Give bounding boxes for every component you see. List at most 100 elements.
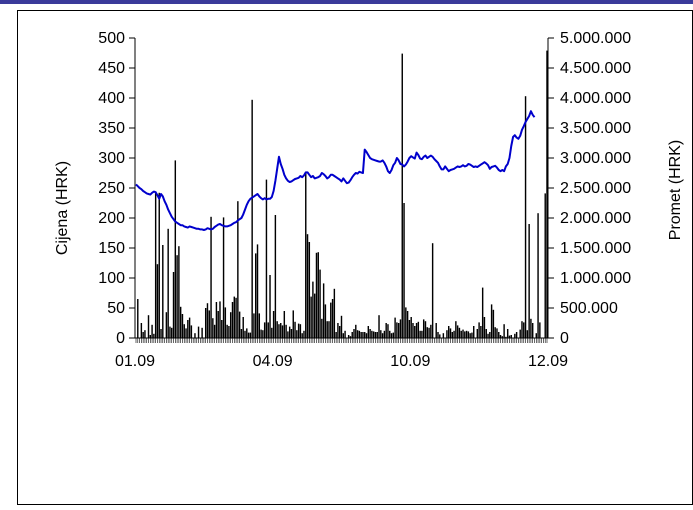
volume-bar [365,333,368,338]
volume-bar [415,323,418,338]
price-line-layer [135,110,536,231]
volume-bar [469,333,471,338]
y-axis-right-tick-label: 2.500.000 [560,180,631,197]
y-axis-left-tick-label: 350 [98,120,125,137]
volume-bar [326,321,328,338]
volume-bar [290,329,293,338]
volume-bar [531,323,534,338]
volume-bar [471,332,473,338]
volume-bar [519,329,521,338]
volume-bar [296,330,298,338]
volume-bar [151,324,153,338]
volume-bar [503,324,505,338]
volume-bar [235,297,237,338]
volume-bar [280,323,282,338]
volume-bar [362,332,364,338]
volume-bar [260,329,262,338]
volume-bar [172,272,175,338]
volume-bar [167,228,169,338]
volume-bar [510,335,512,338]
volume-bar [385,323,387,338]
volume-bar [319,269,321,338]
volume-bar [160,329,162,338]
volume-bar [480,326,482,338]
volume-bar [421,330,423,338]
volume-bar [240,329,243,338]
volume-bar [344,330,346,338]
volume-bar [397,323,400,338]
volume-bar [508,335,511,338]
volume-bar [417,321,420,338]
y-axis-right-tick-label: 500.000 [560,300,618,317]
y-axis-right-tick-label: 4.500.000 [560,60,631,77]
volume-bar [481,287,484,338]
volume-bar [165,312,168,338]
volume-bar [330,302,332,338]
volume-bar [217,311,219,338]
volume-bar [489,332,491,338]
volume-bar [204,308,207,338]
volume-bar [539,322,541,338]
volume-bar [174,160,177,338]
volume-bar [212,318,214,338]
axes: 0 50 100 150 200 250 300 350 400 450 500 0 500.000 1.… [98,30,631,370]
volume-bar [430,324,432,338]
price-line [135,110,536,231]
volume-bar [464,331,466,338]
volume-bar [383,330,386,338]
volume-bar [313,293,316,338]
volume-bar [390,333,393,338]
volume-bar [140,323,143,338]
volume-bar [333,288,336,338]
y-axis-left-tick-label: 250 [98,180,125,197]
volume-bar [294,321,296,338]
volume-bar [265,179,268,338]
volume-bar [237,201,239,338]
volume-bar [322,283,325,338]
volume-bar [381,333,384,338]
volume-bar [499,335,502,338]
volume-bar [187,320,189,338]
volume-bar [501,336,504,338]
volume-bar [410,317,412,338]
volume-bar [283,311,286,338]
volume-bar [255,253,257,338]
volume-bar [337,323,339,338]
volume-bar [442,333,445,338]
volume-bar [210,216,212,338]
volume-bar [528,224,530,338]
volume-bar [392,332,395,338]
volume-bar [288,326,291,338]
volume-bar [271,327,273,338]
x-axis-tick-label: 12.09 [528,353,568,370]
volume-bar [188,317,191,338]
y-axis-right-tick-label: 5.000.000 [560,30,631,47]
volume-bar [371,330,373,338]
volume-bar [535,333,537,338]
volume-bar [526,330,529,338]
volume-bar [460,330,462,338]
volume-bar [353,329,355,338]
volume-bar [178,246,180,338]
volume-bar [258,313,261,338]
y-axis-right-tick-label: 3.500.000 [560,120,631,137]
volume-bar [406,311,409,338]
volume-bar [276,321,278,338]
volume-bar [374,332,377,338]
volume-bar [426,327,428,338]
y-axis-right-tick-label: 1.000.000 [560,270,631,287]
volume-bar [405,307,407,338]
volume-bar [310,296,312,338]
volume-bar [483,317,486,338]
volume-bar [403,203,405,338]
volume-bar [244,330,246,338]
y-axis-right-label: Promet (HRK) [667,140,684,240]
volume-bar [487,333,489,338]
volume-bar [431,243,434,338]
volume-bar [437,332,439,338]
volume-bar [269,275,271,338]
volume-bar [206,303,209,338]
volume-bar [224,307,227,338]
volume-bar [144,330,146,338]
volume-bar [201,327,203,338]
